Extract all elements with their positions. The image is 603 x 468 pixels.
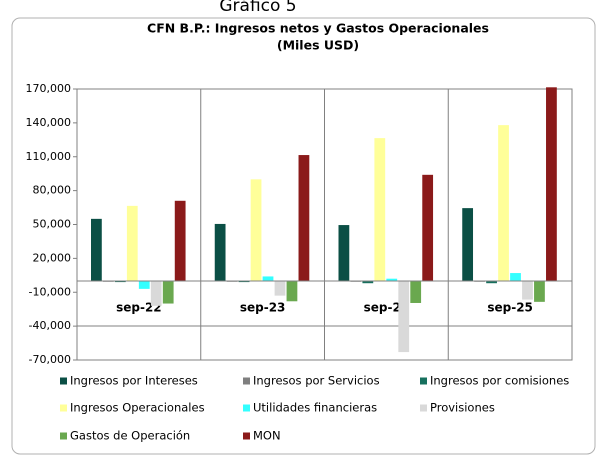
bar <box>114 280 126 283</box>
chart-subtitle: (Miles USD) <box>277 38 359 53</box>
y-tick-label: -10,000 <box>29 285 71 298</box>
bar <box>162 280 174 304</box>
x-tick-label: sep-22 <box>116 301 162 315</box>
legend-label: Ingresos por Intereses <box>70 374 198 388</box>
bar <box>410 280 422 303</box>
bar <box>386 278 398 281</box>
legend-swatch <box>420 404 427 412</box>
legend-swatch <box>243 404 250 412</box>
legend-swatch <box>60 432 67 440</box>
bar <box>546 87 557 281</box>
bar <box>398 280 410 353</box>
bar <box>522 280 533 300</box>
x-tick-label: sep-25 <box>487 301 533 315</box>
x-tick-label: sep-24 <box>364 301 410 315</box>
legend-label: Gastos de Operación <box>70 429 190 443</box>
chart-supertitle: Gráfico 5 <box>219 0 296 16</box>
y-tick-label: -70,000 <box>29 353 71 366</box>
bar <box>462 208 474 281</box>
bar <box>214 223 226 281</box>
bar <box>286 280 298 302</box>
bar <box>91 218 102 281</box>
y-tick-label: 140,000 <box>26 116 72 129</box>
bar <box>362 280 374 284</box>
y-tick-label: 50,000 <box>33 218 72 231</box>
y-tick-label: 80,000 <box>33 184 72 197</box>
legend-label: MON <box>253 429 281 443</box>
legend-swatch <box>420 377 427 385</box>
legend-label: Ingresos por comisiones <box>430 374 569 388</box>
bar <box>126 205 138 281</box>
legend-swatch <box>60 404 67 412</box>
bar <box>298 155 310 281</box>
bar <box>262 276 274 281</box>
legend-label: Ingresos Operacionales <box>70 401 205 415</box>
bar <box>338 225 350 281</box>
bar <box>534 280 545 302</box>
y-tick-label: 110,000 <box>26 150 72 163</box>
bar <box>374 138 386 281</box>
y-tick-label: 170,000 <box>26 82 72 95</box>
legend-swatch <box>243 432 250 440</box>
legend-label: Utilidades financieras <box>253 401 377 415</box>
y-tick-label: -40,000 <box>29 319 71 332</box>
bar <box>422 174 434 281</box>
x-tick-label: sep-23 <box>240 301 286 315</box>
legend-label: Provisiones <box>430 401 495 415</box>
bar <box>486 280 497 284</box>
bar <box>238 280 250 283</box>
bar <box>174 200 186 281</box>
chart-title: CFN B.P.: Ingresos netos y Gastos Operac… <box>147 21 489 36</box>
bar <box>250 179 262 281</box>
y-tick-label: 20,000 <box>33 251 72 264</box>
bar <box>274 280 286 296</box>
bar <box>138 280 150 289</box>
legend-label: Ingresos por Servicios <box>253 374 380 388</box>
legend-swatch <box>243 377 250 385</box>
bar <box>510 273 521 281</box>
bar <box>498 125 509 281</box>
legend-swatch <box>60 377 67 385</box>
bar <box>150 280 162 306</box>
